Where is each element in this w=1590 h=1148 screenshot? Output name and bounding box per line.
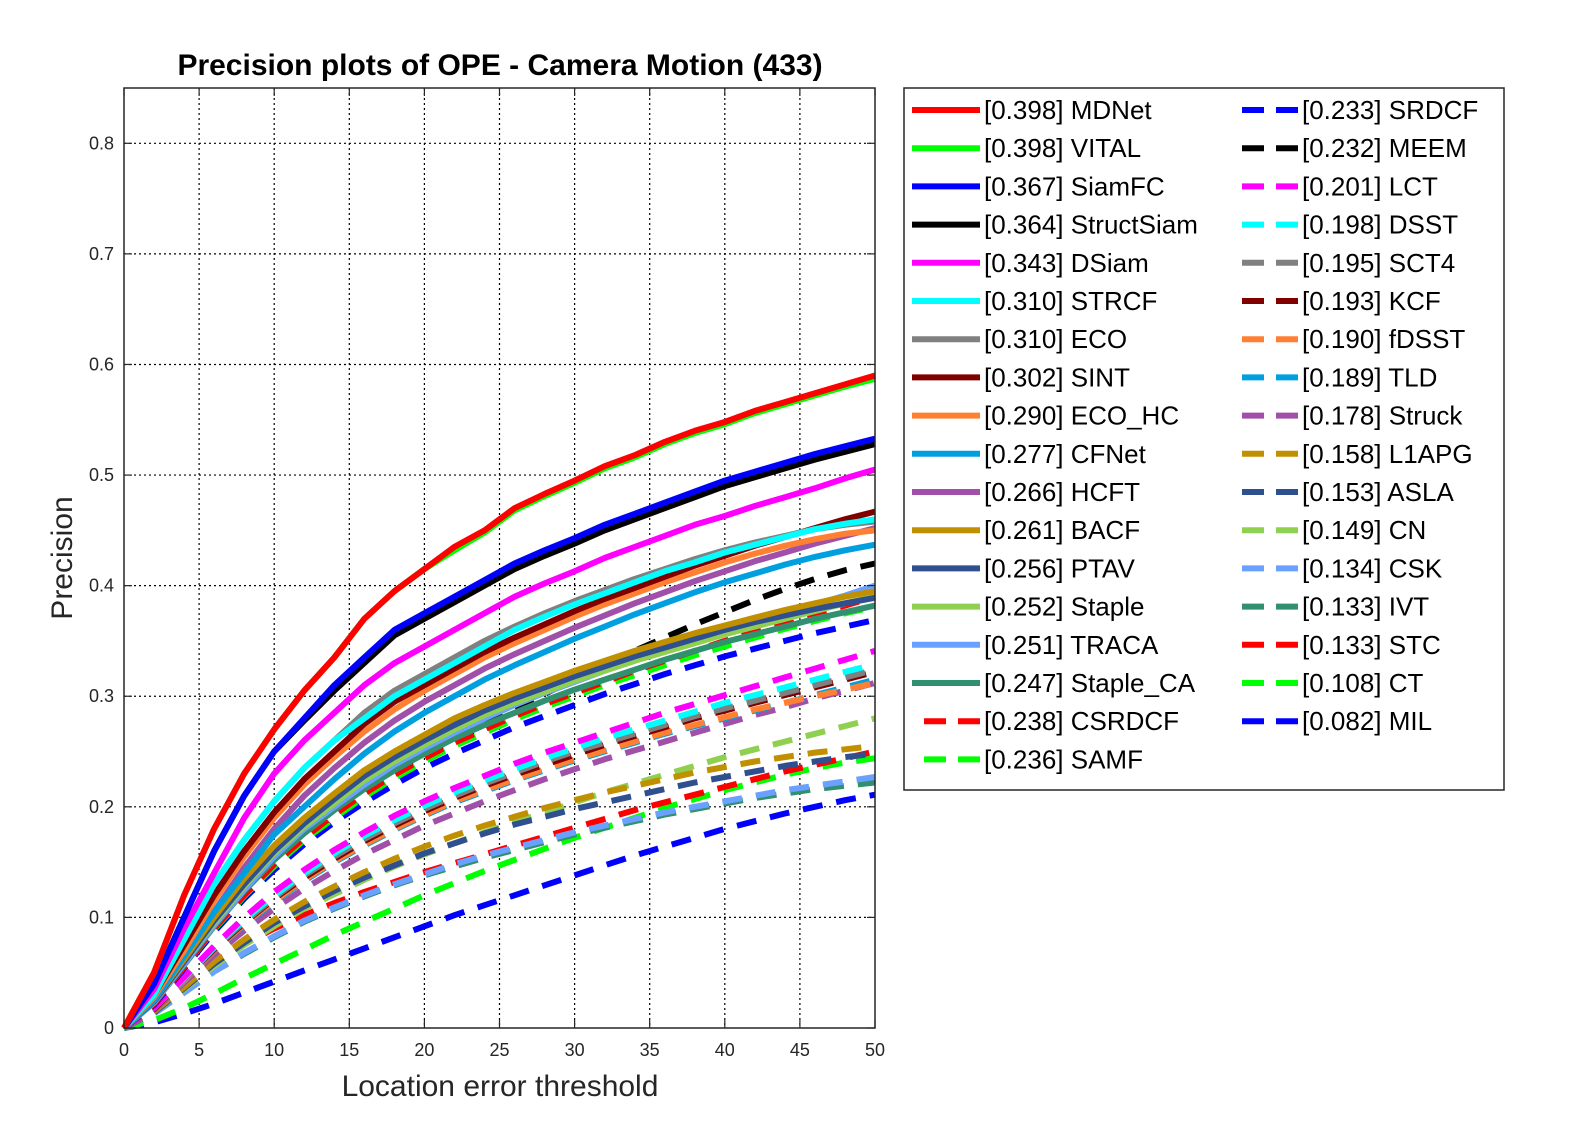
series-line-0 [121,372,876,1030]
series-line-11 [121,588,876,1031]
y-tick-label: 0.1 [89,907,114,927]
legend-label: [0.290] ECO_HC [984,401,1179,431]
x-tick-label: 35 [640,1040,660,1060]
y-tick-label: 0.6 [89,354,114,374]
x-tick-label: 20 [414,1040,434,1060]
legend-label: [0.261] BACF [984,515,1140,545]
y-tick-label: 0 [104,1018,114,1038]
legend-label: [0.190] fDSST [1302,324,1465,354]
legend-label: [0.193] KCF [1302,286,1441,316]
x-tick-label: 45 [790,1040,810,1060]
legend-label: [0.251] TRACA [984,630,1159,660]
series-line-34 [123,791,876,1031]
legend-label: [0.195] SCT4 [1302,248,1455,278]
legend-label: [0.201] LCT [1302,171,1438,201]
x-tick-label: 10 [264,1040,284,1060]
legend-label: [0.256] PTAV [984,553,1135,583]
legend-label: [0.277] CFNet [984,439,1147,469]
x-tick-label: 5 [194,1040,204,1060]
legend-label: [0.398] MDNet [984,95,1152,125]
legend-label: [0.238] CSRDCF [984,706,1179,736]
series-line-26 [122,680,876,1031]
x-axis-label: Location error threshold [342,1070,659,1103]
series-line-9 [121,541,876,1031]
series-line-12 [122,594,876,1031]
legend-label: [0.198] DSST [1302,210,1458,240]
series-line-4 [121,466,876,1030]
y-tick-label: 0.5 [89,465,114,485]
x-tick-label: 15 [339,1040,359,1060]
legend-label: [0.302] SINT [984,362,1130,392]
legend-label: [0.133] STC [1302,630,1441,660]
legend-label: [0.266] HCFT [984,477,1140,507]
legend-label: [0.178] Struck [1302,401,1463,431]
series-line-20 [122,648,876,1031]
x-tick-label: 0 [119,1040,129,1060]
legend: [0.398] MDNet [0.398] VITAL [0.367] SiamFC… [903,87,1505,791]
series-lines [121,372,876,1031]
legend-label: [0.082] MIL [1302,706,1432,736]
legend-label: [0.158] L1APG [1302,439,1473,469]
legend-label: [0.343] DSiam [984,248,1149,278]
series-line-33 [123,755,876,1031]
ticks: 0 5 10 15 20 25 30 35 40 45 50 0 0.1 0.2 0.3 0.4 0.5 0.6 0… [89,88,885,1060]
legend-label: [0.153] ASLA [1302,477,1454,507]
legend-label: [0.310] STRCF [984,286,1157,316]
series-line-30 [122,774,876,1031]
y-tick-label: 0.4 [89,576,114,596]
y-tick-label: 0.8 [89,133,114,153]
x-tick-label: 40 [715,1040,735,1060]
legend-label: [0.364] StructSiam [984,210,1198,240]
y-tick-label: 0.3 [89,686,114,706]
x-tick-label: 30 [565,1040,585,1060]
legend-label: [0.134] CSK [1302,553,1443,583]
series-line-24 [122,680,876,1031]
y-tick-label: 0.7 [89,244,114,264]
series-line-10 [121,525,876,1031]
y-axis-label: Precision [46,496,79,619]
series-line-5 [121,516,876,1031]
legend-label: [0.367] SiamFC [984,171,1165,201]
x-tick-label: 25 [489,1040,509,1060]
legend-label: [0.149] CN [1302,515,1426,545]
series-line-2 [121,435,876,1030]
legend-label: [0.189] TLD [1302,362,1437,392]
chart-title: Precision plots of OPE - Camera Motion (… [177,49,822,82]
legend-label: [0.108] CT [1302,668,1424,698]
legend-label: [0.398] VITAL [984,133,1141,163]
y-tick-label: 0.2 [89,797,114,817]
legend-label: [0.252] Staple [984,592,1144,622]
legend-label: [0.233] SRDCF [1302,95,1478,125]
series-line-8 [121,527,876,1031]
x-tick-label: 50 [865,1040,885,1060]
series-line-27 [122,743,876,1031]
legend-label: [0.247] Staple_CA [984,668,1196,698]
legend-label: [0.236] SAMF [984,744,1143,774]
series-line-21 [122,661,876,1031]
legend-label: [0.232] MEEM [1302,133,1467,163]
legend-label: [0.133] IVT [1302,592,1429,622]
legend-box [903,87,1505,791]
legend-label: [0.310] ECO [984,324,1127,354]
series-line-22 [122,666,876,1031]
